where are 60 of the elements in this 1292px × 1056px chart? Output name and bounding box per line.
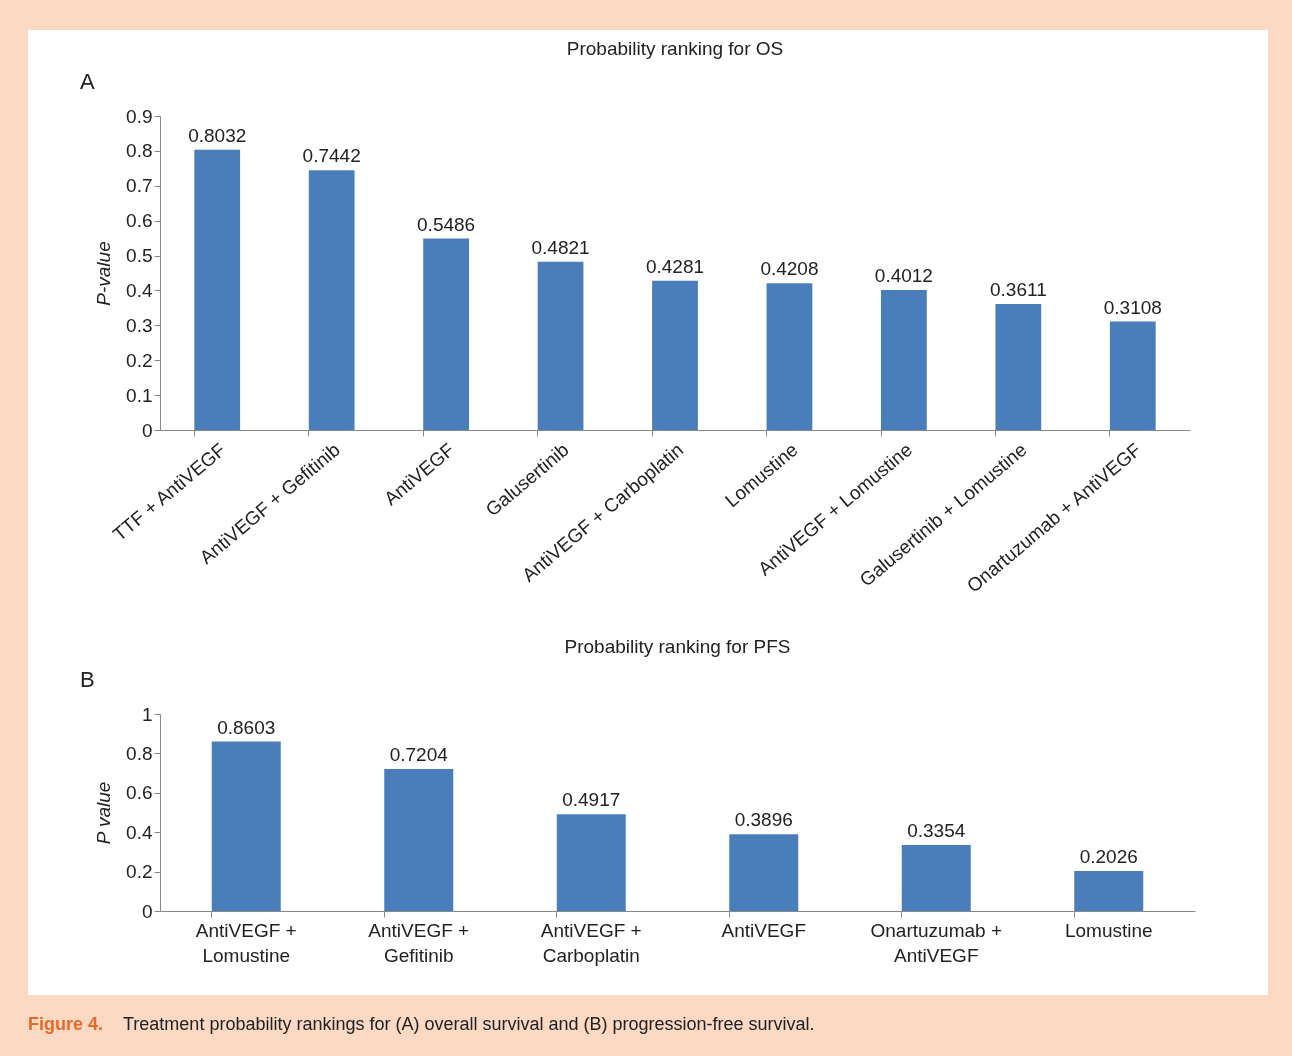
y-axis-title: P-value <box>93 241 115 306</box>
data-label: 0.7442 <box>302 145 361 167</box>
x-tick-label: AntiVEGF <box>721 919 806 941</box>
y-tick-label: 0.1 <box>126 384 153 406</box>
data-label: 0.4281 <box>645 255 705 277</box>
y-tick-label: 0.6 <box>126 210 153 232</box>
chart-title: Probability ranking for PFS <box>564 636 791 657</box>
text: B <box>80 667 95 692</box>
y-tick-label: 0.2 <box>126 861 153 883</box>
data-label: 0.3108 <box>1103 296 1162 318</box>
y-tick-label: 0.6 <box>126 782 153 804</box>
data-label: 0.4012 <box>874 265 933 287</box>
y-tick-label: 0.2 <box>126 349 153 371</box>
y-tick-label: 0.4 <box>126 821 153 843</box>
bar <box>308 170 355 430</box>
data-label: 0.4208 <box>760 258 819 280</box>
data-label: 0.5486 <box>417 213 476 235</box>
text: A <box>80 69 95 94</box>
y-tick-label: 0.8 <box>126 742 153 764</box>
y-tick-label: 1 <box>141 703 153 725</box>
bar <box>211 741 281 911</box>
data-label: 0.7204 <box>389 744 449 766</box>
data-label: 0.3354 <box>907 819 966 841</box>
bar <box>766 283 813 430</box>
data-label: 0.3896 <box>734 809 793 831</box>
bar <box>537 261 584 430</box>
data-label: 0.4821 <box>531 236 590 258</box>
y-tick-label: 0 <box>141 419 153 441</box>
x-tick-label: AntiVEGF + Carboplatin <box>540 919 642 966</box>
bar <box>881 290 927 430</box>
y-tick-label: 0.7 <box>126 175 153 197</box>
bar <box>729 834 799 911</box>
y-tick-label: 0.5 <box>126 245 153 267</box>
data-label: 0.2026 <box>1079 846 1138 868</box>
y-axis-title: P value <box>93 781 115 845</box>
data-label: 0.3611 <box>989 279 1047 301</box>
bar <box>384 769 454 911</box>
data-label: 0.8603 <box>217 716 276 738</box>
bar <box>652 280 698 430</box>
bar <box>194 149 241 430</box>
x-tick-label: Lomustine <box>1064 919 1153 941</box>
y-tick-label: 0.8 <box>126 140 153 162</box>
caption: Figure 4. <box>28 1014 104 1034</box>
x-tick-label: AntiVEGF + Lomustine <box>195 919 297 966</box>
data-label: 0.8032 <box>188 124 247 146</box>
bar <box>1109 321 1156 430</box>
y-tick-label: 0.9 <box>126 105 153 127</box>
x-tick-label: Onartuzumab + AntiVEGF <box>870 919 1002 966</box>
x-tick-label: AntiVEGF + Gefitinib <box>368 919 470 966</box>
data-label: 0.4917 <box>562 789 621 811</box>
text: Treatment probability rankings for (A) overall survival and (B) progression-free survival. <box>123 1014 815 1034</box>
bar <box>1074 871 1144 911</box>
y-tick-label: 0 <box>141 900 153 922</box>
bar <box>423 238 469 430</box>
y-tick-label: 0.4 <box>126 279 153 301</box>
bar <box>556 814 626 911</box>
y-tick-label: 0.3 <box>126 314 153 336</box>
chart-title: Probability ranking for OS <box>566 38 784 59</box>
bar <box>995 304 1042 430</box>
bar <box>901 844 971 911</box>
